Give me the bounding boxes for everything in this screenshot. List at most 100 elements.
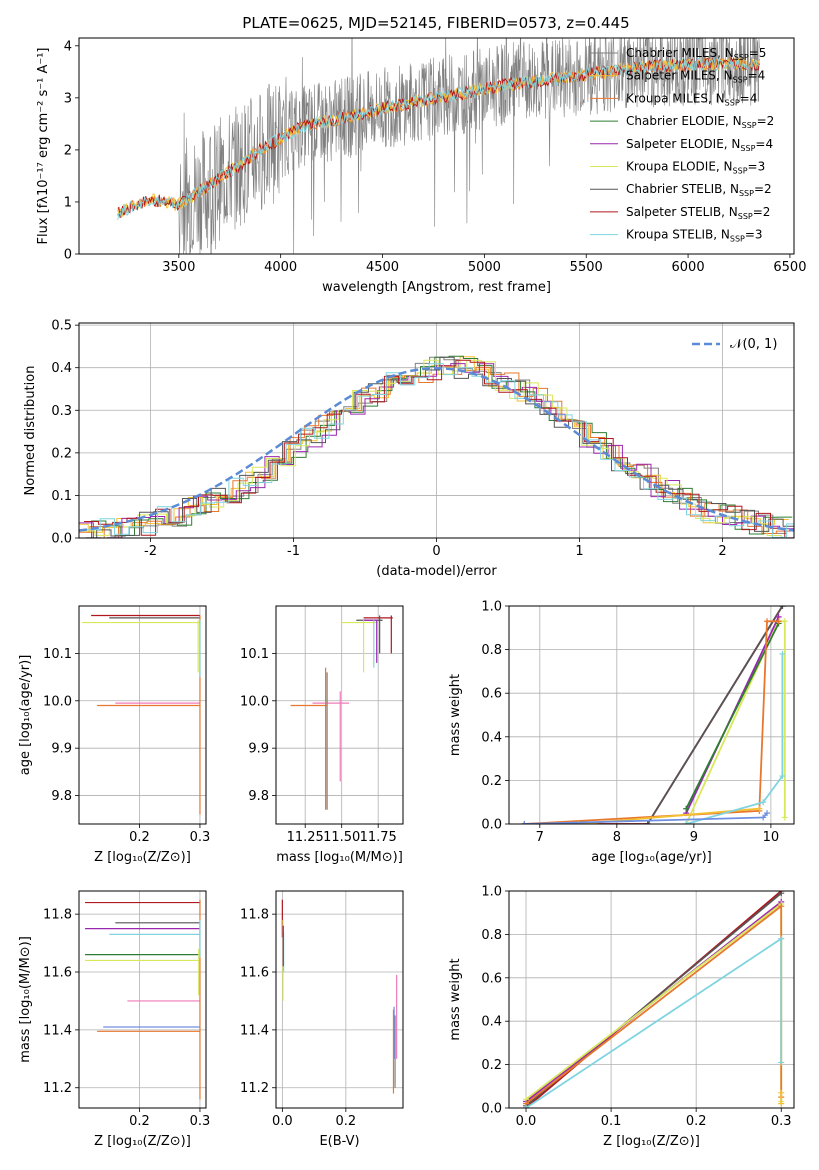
x-tick-label: -1	[287, 544, 300, 559]
residual-histogram	[79, 355, 793, 538]
y-tick-label: 10.1	[240, 647, 269, 662]
residual-histogram	[85, 363, 794, 538]
age-vs-mass-marks	[290, 615, 393, 810]
legend-label: Salpeter MILES, NSSP=4	[626, 69, 765, 85]
y-tick-label: 11.2	[43, 1081, 72, 1096]
x-tick-label: 0.2	[686, 1114, 707, 1129]
mass-vs-z-panel: 0.2 0.3 11.2 11.4 11.6 11.8 Z [log₁₀(Z/Z⊙)] mas…	[18, 890, 211, 1149]
series-line	[525, 904, 783, 1105]
grid-lines	[276, 891, 403, 1108]
y-axis-label: mass weight	[448, 958, 463, 1040]
x-tick-label: 0.0	[516, 1114, 537, 1129]
axes-frame	[78, 605, 207, 825]
x-tick-label: 9	[690, 830, 698, 845]
series-point	[781, 618, 788, 625]
legend-label: Salpeter ELODIE, NSSP=4	[626, 137, 773, 153]
y-tick-label: 0.0	[481, 1102, 502, 1117]
y-tick-label: 11.8	[43, 908, 72, 923]
x-tick-label: 0.2	[129, 1114, 150, 1129]
y-tick-label: 11.2	[240, 1081, 269, 1096]
series-point	[781, 814, 788, 821]
x-tick-label: 11.25	[287, 830, 324, 845]
legend-label: Chabrier STELIB, NSSP=2	[626, 182, 772, 198]
series-point	[523, 1105, 530, 1108]
x-tick-label: 6500	[773, 260, 806, 275]
y-tick-label: 0.0	[481, 818, 502, 833]
series-line	[524, 620, 779, 824]
x-tick-label: 11.75	[360, 830, 397, 845]
y-tick-label: 11.6	[240, 966, 269, 981]
y-tick-label: 0.2	[51, 446, 72, 461]
y-tick-label: 0.1	[51, 489, 72, 504]
series-point	[778, 1089, 785, 1096]
axes-frame	[78, 37, 795, 255]
series-point	[756, 805, 763, 812]
x-tick-label: 1	[575, 544, 583, 559]
series-point	[764, 618, 771, 625]
y-axis-label: Normed distribution	[23, 366, 38, 496]
mass-vs-ebv-panel: 0.0 0.2 11.2 11.4 11.6 11.8 E(B-V)	[240, 890, 404, 1149]
residual-histograms	[79, 355, 794, 538]
y-tick-label: 11.4	[240, 1023, 269, 1038]
x-tick-label: -2	[144, 544, 157, 559]
legend-label: Chabrier MILES, NSSP=5	[626, 46, 766, 62]
x-tick-label: 11.50	[323, 830, 360, 845]
axes-frame	[508, 890, 795, 1109]
y-tick-label: 0.8	[481, 928, 502, 943]
x-tick-label: 0.2	[129, 830, 150, 845]
normal-curve	[79, 366, 794, 532]
y-tick-label: 0.2	[481, 774, 502, 789]
figure-title: PLATE=0625, MJD=52145, FIBERID=0573, z=0…	[242, 14, 629, 32]
series-point	[778, 1100, 785, 1107]
y-axis-label: Flux [fλ10⁻¹⁷ erg cm⁻² s⁻¹ A⁻¹]	[36, 48, 51, 245]
series-point	[778, 903, 785, 910]
axes-frame	[78, 890, 207, 1109]
residuals-panel: -2 -1 0 1 2 0.0 0.1 0.2 0.3 0.4 0.5 (data-model)/er…	[23, 319, 795, 579]
residual-histogram	[80, 359, 794, 538]
x-tick-label: 4000	[264, 260, 297, 275]
y-tick-label: 0.0	[51, 532, 72, 547]
spectrum-model-line	[117, 56, 760, 220]
x-tick-label: 0.3	[771, 1114, 792, 1129]
y-axis-label: mass weight	[448, 674, 463, 756]
series-point	[644, 821, 651, 824]
y-tick-label: 0.6	[481, 971, 502, 986]
axes-frame	[78, 322, 795, 539]
mass-vs-z-marks	[85, 899, 201, 1100]
axes-frame	[275, 605, 404, 825]
y-tick-label: 0.3	[51, 404, 72, 419]
x-tick-label: 0.2	[336, 1114, 357, 1129]
y-tick-label: 9.8	[248, 789, 269, 804]
series-point	[683, 805, 690, 812]
y-tick-label: 0.8	[481, 643, 502, 658]
massweight-vs-age-panel: 7 8 9 10 0.0 0.2 0.4 0.6 0.8 1.0 age [log₁₀(age/yr…	[448, 600, 795, 865]
x-axis-label: Z [log₁₀(Z/Z⊙)]	[94, 850, 191, 865]
x-tick-label: 2	[718, 544, 726, 559]
x-axis-label: (data-model)/error	[376, 564, 497, 579]
x-tick-label: 3500	[162, 260, 195, 275]
massweight-vs-z-series	[523, 891, 785, 1108]
series-point	[778, 935, 785, 942]
x-tick-label: 5000	[468, 260, 501, 275]
series-point	[683, 821, 690, 824]
age-vs-z-panel: 0.2 0.3 9.8 9.9 10.0 10.1 Z [log₁₀(Z/Z⊙)] age […	[18, 605, 210, 865]
x-tick-label: 0.1	[601, 1114, 622, 1129]
residual-histogram	[84, 359, 794, 538]
x-tick-label: 0.3	[190, 1114, 211, 1129]
y-tick-label: 10.1	[43, 647, 72, 662]
residual-histogram	[82, 356, 794, 538]
spectrum-legend: Chabrier MILES, NSSP=5 Salpeter MILES, NS…	[590, 46, 774, 244]
y-tick-label: 1	[64, 195, 72, 210]
y-tick-label: 0.2	[481, 1058, 502, 1073]
x-axis-label: Z [log₁₀(Z/Z⊙)]	[603, 1134, 700, 1149]
series-point	[775, 618, 782, 625]
mass-vs-ebv-marks	[281, 899, 398, 1094]
x-axis-label: E(B-V)	[319, 1134, 359, 1149]
x-tick-label: 7	[536, 830, 544, 845]
series-line	[524, 606, 784, 824]
x-tick-label: 0.0	[272, 1114, 293, 1129]
x-axis-label: Z [log₁₀(Z/Z⊙)]	[94, 1134, 191, 1149]
legend-label: Chabrier ELODIE, NSSP=2	[626, 114, 774, 130]
y-tick-label: 0	[64, 248, 72, 263]
residual-histogram	[79, 356, 789, 533]
